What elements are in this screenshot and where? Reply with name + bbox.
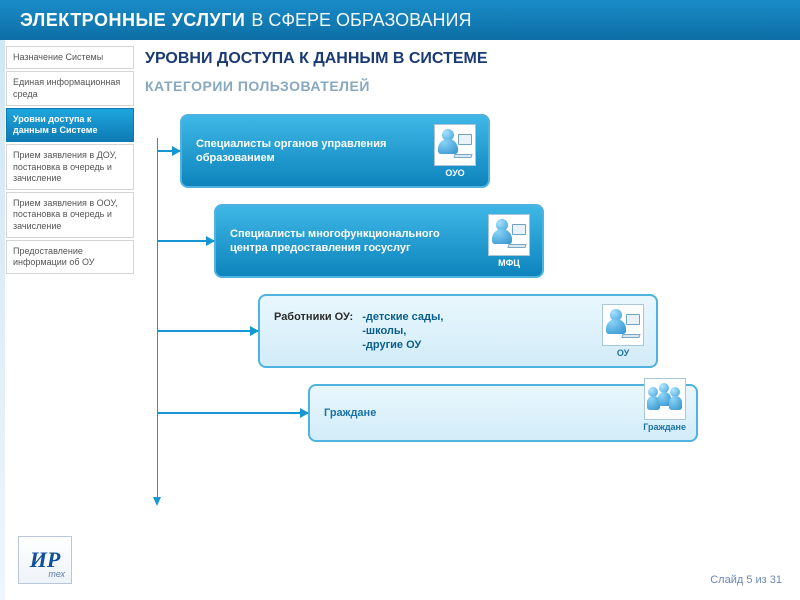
card-ou: Работники ОУ: -детские сады, -школы, -др… [258,294,658,368]
card-tag: ОУО [445,168,464,178]
slide-number: Слайд 5 из 31 [710,574,782,586]
person-computer-icon [488,214,530,256]
card-text: Специалисты органов управления образован… [196,137,424,166]
icon-wrap: ОУО [434,124,476,178]
arrow-icon [158,150,180,152]
main-content: УРОВНИ ДОСТУПА К ДАННЫМ В СИСТЕМЕ КАТЕГО… [145,46,794,458]
card-tag: Граждане [643,422,686,432]
row-ouo: Специалисты органов управления образован… [145,114,794,188]
logo-sub: тех [48,569,65,579]
icon-wrap: МФЦ [488,214,530,268]
row-citizens: Граждане Граждане [145,384,794,442]
nav-item-oou[interactable]: Прием заявления в ООУ, постановка в очер… [6,192,134,238]
nav-item-info[interactable]: Предоставление информации об ОУ [6,240,134,275]
card-list: -детские сады, -школы, -другие ОУ [362,310,443,353]
people-group-icon [644,378,686,420]
card-ouo: Специалисты органов управления образован… [180,114,490,188]
nav-item-env[interactable]: Единая информационная среда [6,71,134,106]
header: ЭЛЕКТРОННЫЕ УСЛУГИ В СФЕРЕ ОБРАЗОВАНИЯ [0,0,800,40]
icon-wrap: Граждане [643,378,686,432]
row-mfc: Специалисты многофункционального центра … [145,204,794,278]
card-text: Работники ОУ: -детские сады, -школы, -др… [274,310,592,353]
decor-strip [0,40,5,600]
card-tag: МФЦ [498,258,520,268]
header-title-bold: ЭЛЕКТРОННЫЕ УСЛУГИ [20,10,245,31]
icon-wrap: ОУ [602,304,644,358]
nav-item-access-levels[interactable]: Уровни доступа к данным в Системе [6,108,134,143]
card-mfc: Специалисты многофункционального центра … [214,204,544,278]
card-tag: ОУ [617,348,629,358]
arrow-icon [158,240,214,242]
person-computer-icon [602,304,644,346]
header-title-light: В СФЕРЕ ОБРАЗОВАНИЯ [251,10,471,31]
row-ou: Работники ОУ: -детские сады, -школы, -др… [145,294,794,368]
card-label: Работники ОУ: [274,310,353,324]
nav-item-purpose[interactable]: Назначение Системы [6,46,134,69]
card-text: Граждане [324,406,684,420]
category-rows: Специалисты органов управления образован… [145,114,794,442]
arrow-icon [158,330,258,332]
page-title: УРОВНИ ДОСТУПА К ДАННЫМ В СИСТЕМЕ [145,50,794,68]
logo-text: ИР [30,551,61,570]
page-subtitle: КАТЕГОРИИ ПОЛЬЗОВАТЕЛЕЙ [145,78,794,94]
person-computer-icon [434,124,476,166]
footer-logo: ИР тех [18,536,72,584]
arrow-icon [158,412,308,414]
nav-item-dou[interactable]: Прием заявления в ДОУ, постановка в очер… [6,144,134,190]
card-citizens: Граждане Граждане [308,384,698,442]
sidebar: Назначение Системы Единая информационная… [6,46,134,274]
card-text: Специалисты многофункционального центра … [230,227,478,256]
